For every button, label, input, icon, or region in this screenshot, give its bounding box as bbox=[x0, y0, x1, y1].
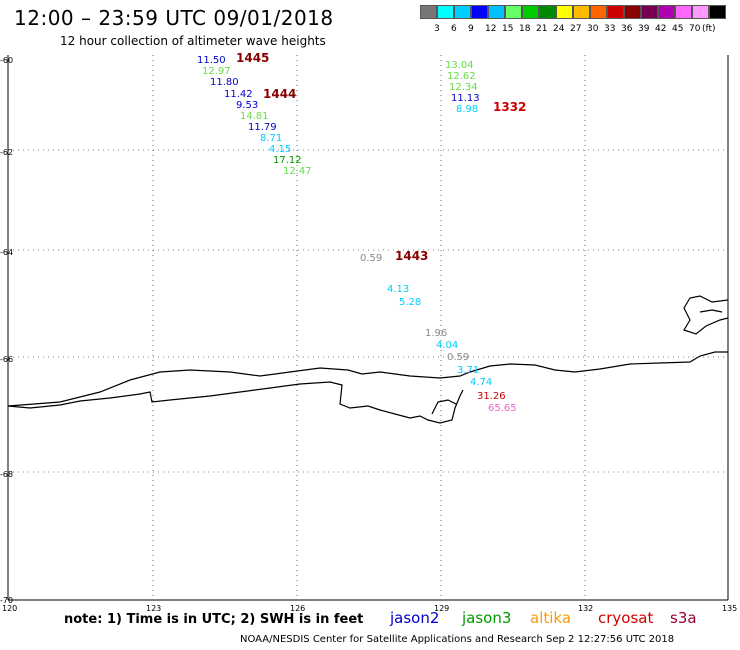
scale-label: 9 bbox=[468, 24, 474, 34]
scale-label: 18 bbox=[519, 24, 531, 34]
scale-label: 30 bbox=[587, 24, 599, 34]
scale-label: 24 bbox=[553, 24, 565, 34]
lat-tick-label: -60 bbox=[0, 56, 14, 65]
wave-height-label: 9.53 bbox=[236, 100, 259, 111]
pass-time-label: 1444 bbox=[263, 87, 297, 101]
scale-swatch bbox=[607, 5, 624, 19]
scale-label: 36 bbox=[621, 24, 633, 34]
scale-swatch bbox=[556, 5, 573, 19]
lat-tick-label: -68 bbox=[0, 470, 14, 479]
lon-tick-label: 123 bbox=[146, 604, 162, 613]
wave-height-label: 14.81 bbox=[240, 111, 269, 122]
pass-time-label: 1443 bbox=[395, 249, 429, 263]
legend-jason3: jason3 bbox=[462, 609, 512, 627]
scale-label: (ft) bbox=[702, 24, 716, 34]
scale-swatch bbox=[488, 5, 505, 19]
map-frame bbox=[7, 55, 729, 601]
scale-label: 15 bbox=[502, 24, 514, 34]
wave-height-label: 13.04 bbox=[445, 60, 474, 71]
wave-height-label: 8.71 bbox=[260, 133, 283, 144]
scale-swatch bbox=[437, 5, 454, 19]
wave-height-label: 4.74 bbox=[470, 377, 493, 388]
wave-height-label: 0.59 bbox=[360, 253, 383, 264]
wave-height-label: 4.04 bbox=[436, 340, 459, 351]
lon-tick-label: 126 bbox=[290, 604, 306, 613]
scale-label: 6 bbox=[451, 24, 457, 34]
wave-height-label: 65.65 bbox=[488, 403, 517, 414]
scale-label: 33 bbox=[604, 24, 616, 34]
wave-height-label: 11.79 bbox=[248, 122, 277, 133]
pass-time-label: 1445 bbox=[236, 51, 270, 65]
scale-label: 45 bbox=[672, 24, 684, 34]
scale-label: 3 bbox=[434, 24, 440, 34]
legend-jason2: jason2 bbox=[390, 609, 440, 627]
antarctic-coastline bbox=[7, 295, 729, 424]
scale-label: 21 bbox=[536, 24, 548, 34]
scale-swatch bbox=[641, 5, 658, 19]
page-subtitle: 12 hour collection of altimeter wave hei… bbox=[60, 34, 326, 48]
scale-label: 70 bbox=[689, 24, 701, 34]
lon-tick-label: 135 bbox=[722, 604, 738, 613]
scale-label: 39 bbox=[638, 24, 650, 34]
pass-time-label: 1332 bbox=[493, 100, 527, 114]
wave-height-label: 31.26 bbox=[477, 391, 506, 402]
scale-swatch bbox=[522, 5, 539, 19]
lat-tick-label: -64 bbox=[0, 248, 14, 257]
legend-s3a: s3a bbox=[670, 609, 697, 627]
lon-tick-label: 129 bbox=[434, 604, 450, 613]
wave-height-label: 1.96 bbox=[425, 328, 448, 339]
wave-height-label: 4.15 bbox=[269, 144, 292, 155]
scale-swatch bbox=[709, 5, 726, 19]
wave-height-label: 12.97 bbox=[202, 66, 231, 77]
footer-note: note: 1) Time is in UTC; 2) SWH is in fe… bbox=[64, 612, 364, 627]
scale-swatch bbox=[471, 5, 488, 19]
wave-height-label: 12.62 bbox=[447, 71, 476, 82]
lat-tick-label: -70 bbox=[0, 596, 14, 605]
scale-swatch bbox=[692, 5, 709, 19]
legend-cryosat: cryosat bbox=[598, 609, 654, 627]
scale-swatch bbox=[624, 5, 641, 19]
legend-altika: altika bbox=[530, 609, 572, 627]
footer-credit: NOAA/NESDIS Center for Satellite Applica… bbox=[240, 634, 675, 645]
scale-swatch bbox=[573, 5, 590, 19]
lon-tick-label: 132 bbox=[578, 604, 594, 613]
wave-height-label: 12.47 bbox=[283, 166, 312, 177]
scale-swatch bbox=[590, 5, 607, 19]
scale-swatch bbox=[539, 5, 556, 19]
lon-tick-label: 120 bbox=[2, 604, 18, 613]
scale-label: 42 bbox=[655, 24, 667, 34]
page-title: 12:00 – 23:59 UTC 09/01/2018 bbox=[14, 6, 334, 30]
wave-height-label: 11.50 bbox=[197, 55, 226, 66]
scale-swatch bbox=[454, 5, 471, 19]
scale-label: 27 bbox=[570, 24, 582, 34]
wave-height-label: 8.98 bbox=[456, 104, 479, 115]
wave-height-label: 5.28 bbox=[399, 297, 422, 308]
wave-height-label: 4.13 bbox=[387, 284, 410, 295]
scale-label: 12 bbox=[485, 24, 497, 34]
wave-height-label: 3.71 bbox=[457, 365, 480, 376]
scale-swatch bbox=[505, 5, 522, 19]
wave-height-label: 11.13 bbox=[451, 93, 480, 104]
lat-tick-label: -62 bbox=[0, 148, 14, 157]
scale-swatch bbox=[675, 5, 692, 19]
wave-height-label: 11.80 bbox=[210, 77, 239, 88]
wave-height-label: 17.12 bbox=[273, 155, 302, 166]
wave-height-label: 12.34 bbox=[449, 82, 478, 93]
graticule bbox=[8, 55, 728, 600]
lat-tick-label: -66 bbox=[0, 355, 14, 364]
scale-swatch bbox=[420, 5, 437, 19]
scale-swatch bbox=[658, 5, 675, 19]
wave-height-label: 11.42 bbox=[224, 89, 253, 100]
wave-height-label: 0.59 bbox=[447, 352, 470, 363]
